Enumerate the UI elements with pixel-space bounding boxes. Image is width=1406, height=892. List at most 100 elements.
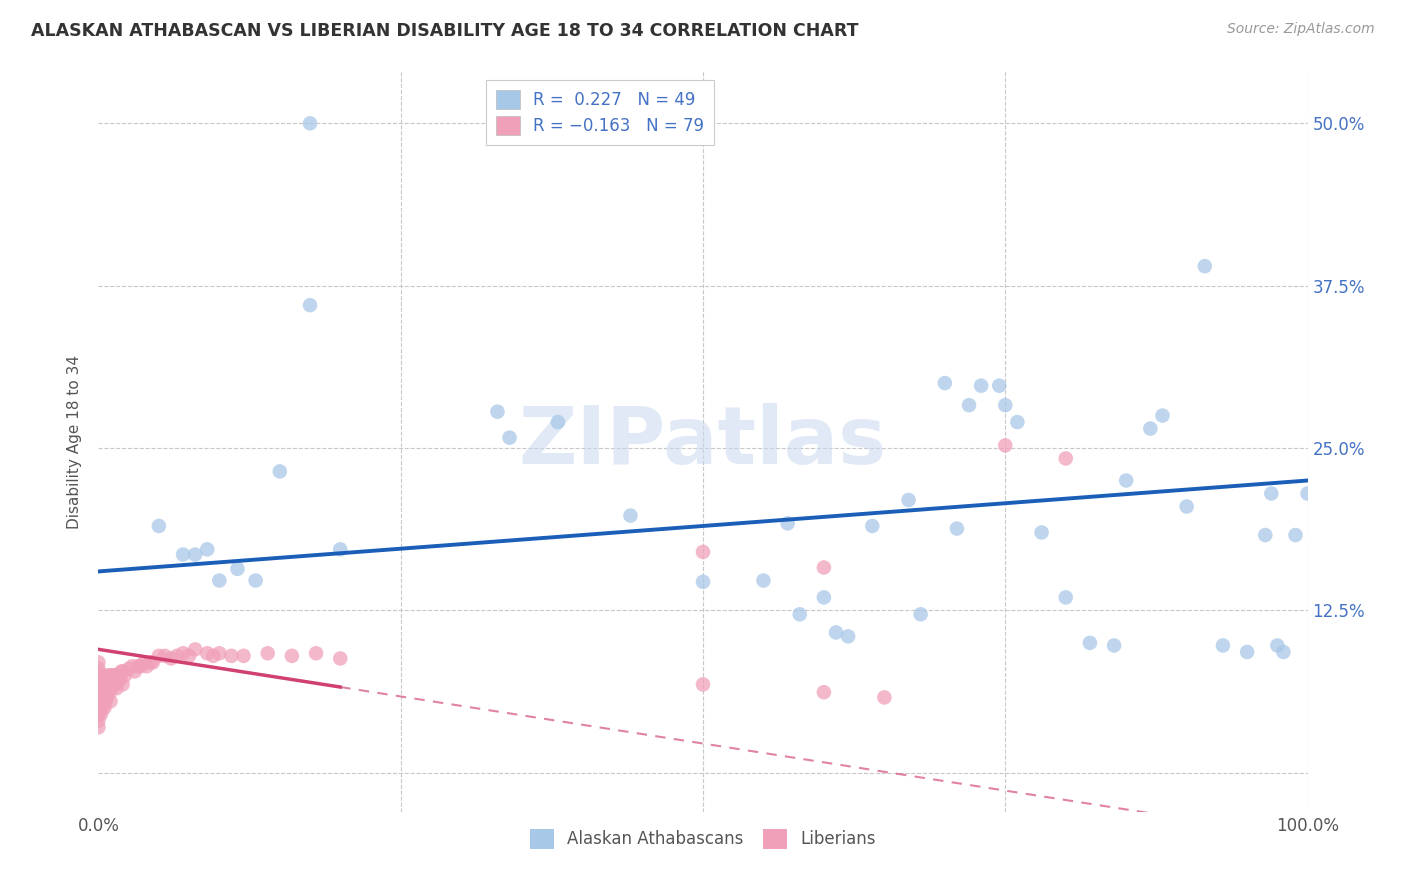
Point: [87, 674, 110, 689]
Point: [96, 674, 118, 689]
Point: [87, 720, 110, 734]
Point: [195, 646, 218, 660]
Point: [101, 674, 124, 689]
Point: [970, 378, 993, 392]
Point: [897, 493, 920, 508]
Point: [118, 662, 141, 676]
Point: [184, 548, 207, 562]
Point: [994, 398, 1017, 412]
Text: Source: ZipAtlas.com: Source: ZipAtlas.com: [1227, 22, 1375, 37]
Point: [135, 659, 157, 673]
Point: [98, 668, 121, 682]
Point: [789, 607, 811, 622]
Point: [90, 707, 112, 722]
Point: [1054, 591, 1077, 605]
Point: [299, 298, 322, 312]
Point: [1102, 639, 1125, 653]
Point: [1115, 474, 1137, 488]
Point: [179, 648, 201, 663]
Y-axis label: Disability Age 18 to 34: Disability Age 18 to 34: [67, 354, 83, 529]
Point: [825, 625, 848, 640]
Point: [226, 562, 249, 576]
Point: [1007, 415, 1029, 429]
Point: [97, 674, 120, 689]
Point: [329, 542, 352, 557]
Point: [111, 665, 134, 679]
Point: [93, 694, 115, 708]
Point: [1254, 528, 1277, 542]
Point: [148, 648, 170, 663]
Point: [860, 519, 883, 533]
Point: [108, 668, 131, 682]
Point: [329, 651, 352, 665]
Point: [87, 662, 110, 676]
Point: [134, 656, 156, 670]
Point: [172, 548, 194, 562]
Point: [101, 668, 124, 682]
Point: [692, 545, 714, 559]
Point: [87, 688, 110, 702]
Point: [110, 665, 132, 679]
Point: [94, 681, 117, 696]
Point: [166, 648, 188, 663]
Point: [105, 668, 128, 682]
Point: [87, 656, 110, 670]
Point: [91, 688, 114, 702]
Point: [813, 560, 835, 574]
Point: [486, 405, 509, 419]
Point: [813, 591, 835, 605]
Point: [305, 646, 328, 660]
Point: [1139, 421, 1161, 435]
Point: [1054, 451, 1077, 466]
Point: [172, 646, 194, 660]
Point: [195, 542, 218, 557]
Point: [87, 694, 110, 708]
Point: [104, 674, 127, 689]
Point: [87, 668, 110, 682]
Point: [208, 646, 231, 660]
Point: [232, 648, 254, 663]
Point: [1260, 486, 1282, 500]
Point: [100, 681, 122, 696]
Point: [1152, 409, 1174, 423]
Point: [256, 646, 278, 660]
Point: [114, 668, 136, 682]
Point: [994, 438, 1017, 452]
Point: [91, 694, 114, 708]
Point: [281, 648, 304, 663]
Point: [105, 681, 128, 696]
Point: [87, 707, 110, 722]
Point: [139, 656, 162, 670]
Point: [103, 677, 125, 691]
Point: [1267, 639, 1289, 653]
Point: [245, 574, 267, 588]
Point: [160, 651, 183, 665]
Point: [1175, 500, 1198, 514]
Point: [752, 574, 775, 588]
Point: [498, 431, 520, 445]
Point: [692, 677, 714, 691]
Point: [98, 681, 121, 696]
Point: [619, 508, 641, 523]
Point: [107, 674, 129, 689]
Point: [93, 688, 115, 702]
Point: [100, 681, 122, 696]
Point: [184, 642, 207, 657]
Text: ZIPatlas: ZIPatlas: [519, 402, 887, 481]
Point: [93, 701, 115, 715]
Point: [547, 415, 569, 429]
Point: [100, 694, 122, 708]
Point: [111, 677, 134, 691]
Point: [299, 116, 322, 130]
Point: [1078, 636, 1101, 650]
Point: [1284, 528, 1306, 542]
Point: [776, 516, 799, 531]
Point: [103, 668, 125, 682]
Point: [124, 665, 146, 679]
Point: [957, 398, 980, 412]
Point: [269, 464, 291, 478]
Point: [87, 681, 110, 696]
Point: [93, 681, 115, 696]
Point: [93, 668, 115, 682]
Point: [87, 714, 110, 728]
